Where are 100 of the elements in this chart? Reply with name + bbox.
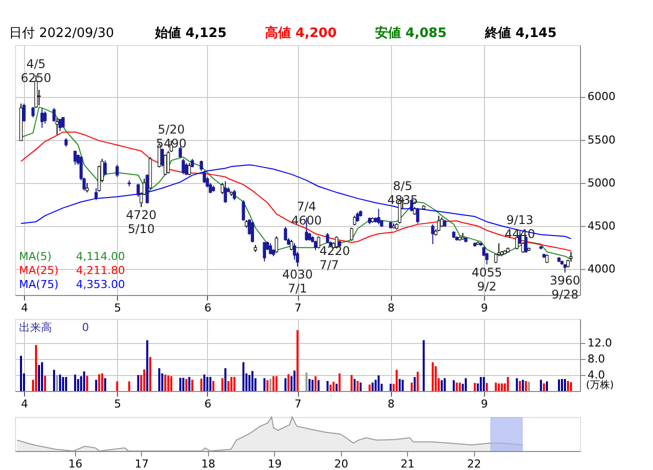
bar [200, 378, 202, 391]
bar [20, 356, 22, 391]
text: 始値 4,125 [154, 26, 227, 41]
annotation: 4055 9/2 [472, 265, 502, 294]
bar [560, 379, 563, 391]
bar [378, 375, 380, 391]
x-tick-label: 9 [480, 302, 488, 314]
bar [182, 378, 184, 391]
candlestick [416, 207, 420, 224]
bar [374, 380, 377, 391]
bar [474, 383, 476, 391]
x-tick-label: 19 [268, 458, 282, 470]
text: 高値 4,200 [265, 25, 337, 41]
candlestick [74, 150, 77, 166]
annotation: 4,114.00 [76, 250, 125, 263]
candlestick [250, 221, 254, 243]
bar [227, 381, 230, 391]
bar [83, 371, 86, 391]
bar [251, 371, 254, 391]
bar [44, 376, 46, 391]
bar [38, 365, 40, 391]
x-tick-label: 20 [334, 458, 348, 470]
chart-title: 出来高 [19, 321, 52, 334]
bar [56, 375, 58, 391]
bar [416, 372, 419, 391]
annotation: 4,211.80 [76, 264, 125, 277]
x-tick-label: 18 [201, 458, 216, 470]
candlestick [184, 162, 188, 176]
bar [368, 384, 371, 391]
y-tick-label: 4000 [588, 262, 616, 276]
bar [566, 381, 569, 391]
y-tick-label: 4500 [588, 220, 616, 233]
bar [314, 376, 317, 391]
bar [59, 374, 62, 391]
candlestick [116, 164, 119, 178]
candlestick [104, 160, 107, 176]
bar [209, 377, 212, 391]
y-tick-label: 8.0 [588, 352, 605, 366]
bar [164, 374, 166, 391]
bar [275, 376, 278, 391]
bar [338, 373, 341, 391]
bar [452, 380, 455, 391]
bar [203, 374, 206, 391]
bar [248, 375, 250, 391]
candlestick [164, 154, 167, 176]
bar [486, 383, 488, 391]
bar [518, 381, 521, 391]
x-tick-label: 21 [400, 458, 415, 470]
bar [318, 380, 320, 391]
x-tick-label: 7 [294, 398, 302, 410]
candlestick [440, 216, 444, 228]
annotation: 4720 5/10 [126, 208, 156, 236]
bar [242, 362, 244, 391]
x-tick-label: 4 [21, 302, 28, 314]
y-tick-label: 12.0 [588, 336, 612, 350]
y-tick-label: 5500 [588, 133, 616, 146]
bar [480, 377, 482, 391]
bar [185, 379, 188, 391]
bar [74, 374, 76, 391]
bar [558, 379, 560, 391]
bar [528, 382, 530, 391]
bar [287, 374, 290, 391]
x-tick-label: 6 [204, 398, 212, 410]
bar [212, 381, 214, 391]
y-tick-label: 4.0 [588, 368, 605, 382]
bar [269, 379, 272, 391]
bar [546, 381, 548, 391]
text: MA(5) [19, 250, 52, 263]
bar [332, 382, 335, 391]
bar [482, 377, 485, 391]
bar [356, 381, 359, 391]
bar [284, 378, 286, 391]
bar [326, 381, 329, 391]
annotation: 4030 7/1 [282, 268, 313, 296]
bar [402, 380, 404, 391]
bar [35, 345, 38, 391]
bar [65, 377, 68, 391]
bar [293, 370, 296, 391]
bar [146, 340, 148, 391]
candlestick [316, 236, 320, 249]
bar [263, 378, 266, 391]
bar [221, 378, 224, 391]
annotation: 0 [82, 321, 89, 334]
bar [434, 366, 437, 391]
candlestick [350, 227, 354, 242]
bar [272, 376, 274, 391]
bar [137, 375, 140, 391]
bar [206, 377, 208, 391]
bar [524, 381, 527, 391]
bar [116, 381, 118, 391]
annotation: 4220 7/7 [320, 244, 350, 272]
x-tick-label: 9 [480, 398, 488, 410]
line-series [20, 106, 572, 260]
bar [312, 380, 314, 391]
candlestick [43, 110, 47, 124]
bar [540, 380, 542, 391]
bar [128, 381, 130, 391]
bar [86, 376, 88, 391]
candlestick [55, 116, 59, 136]
candlestick [326, 232, 330, 244]
